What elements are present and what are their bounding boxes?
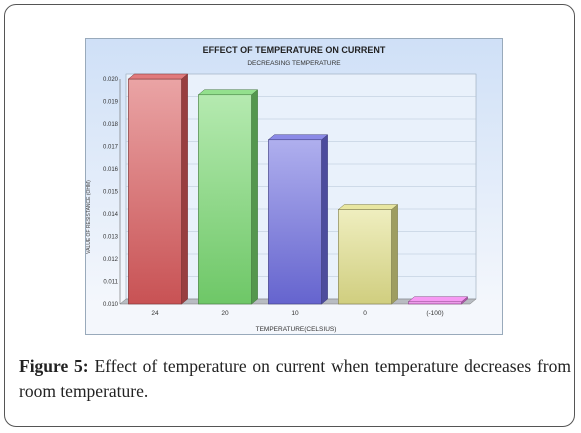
x-tick-label: 24 xyxy=(151,310,159,317)
y-tick-label: 0.017 xyxy=(103,145,119,151)
figure-frame: EFFECT OF TEMPERATURE ON CURRENT DECREAS… xyxy=(4,4,575,427)
chart-panel: EFFECT OF TEMPERATURE ON CURRENT DECREAS… xyxy=(85,38,503,335)
y-axis-label: VALUE OF RESISTANCE (OHM) xyxy=(86,180,92,254)
bar-top xyxy=(407,296,469,302)
y-tick-label: 0.011 xyxy=(103,280,118,286)
bar-front xyxy=(128,78,182,305)
y-tick-label: 0.013 xyxy=(103,235,119,241)
bar-top xyxy=(197,89,259,95)
x-tick-label: (-100) xyxy=(426,310,443,317)
bar-front xyxy=(408,301,462,305)
chart-title: EFFECT OF TEMPERATURE ON CURRENT xyxy=(203,45,386,55)
y-tick-label: 0.018 xyxy=(103,122,119,128)
bar-top xyxy=(127,73,189,80)
figure-caption: Figure 5: Effect of temperature on curre… xyxy=(19,354,571,404)
bar-side xyxy=(181,73,188,305)
caption-lead: Figure 5: xyxy=(19,356,89,376)
y-tick-label: 0.015 xyxy=(103,190,119,196)
bar-side xyxy=(321,134,328,305)
y-tick-label: 0.019 xyxy=(103,100,119,106)
bar-side xyxy=(251,89,258,305)
bar-front xyxy=(268,139,322,305)
bar-front xyxy=(338,209,392,305)
x-tick-label: 10 xyxy=(291,310,299,317)
chart-subtitle: DECREASING TEMPERATURE xyxy=(247,60,341,67)
plot-area: 0.010 0.011 0.012 0.013 0.014 0.015 0.016 0.017… xyxy=(103,73,477,317)
bar-side xyxy=(391,203,398,305)
y-tick-label: 0.020 xyxy=(103,77,119,83)
y-tick-label: 0.010 xyxy=(103,302,119,308)
x-tick-label: 0 xyxy=(363,310,367,317)
y-tick-label: 0.016 xyxy=(103,167,119,173)
y-tick-label: 0.012 xyxy=(103,257,119,263)
caption-text: Effect of temperature on current when te… xyxy=(19,356,571,401)
bar-chart: EFFECT OF TEMPERATURE ON CURRENT DECREAS… xyxy=(86,45,477,333)
x-tick-label: 20 xyxy=(221,310,229,317)
x-axis-label: TEMPERATURE(CELSIUS) xyxy=(256,326,337,333)
bar-top xyxy=(267,134,329,140)
y-tick-label: 0.014 xyxy=(103,212,119,218)
bar-top xyxy=(337,204,399,210)
bar-front xyxy=(198,94,252,305)
